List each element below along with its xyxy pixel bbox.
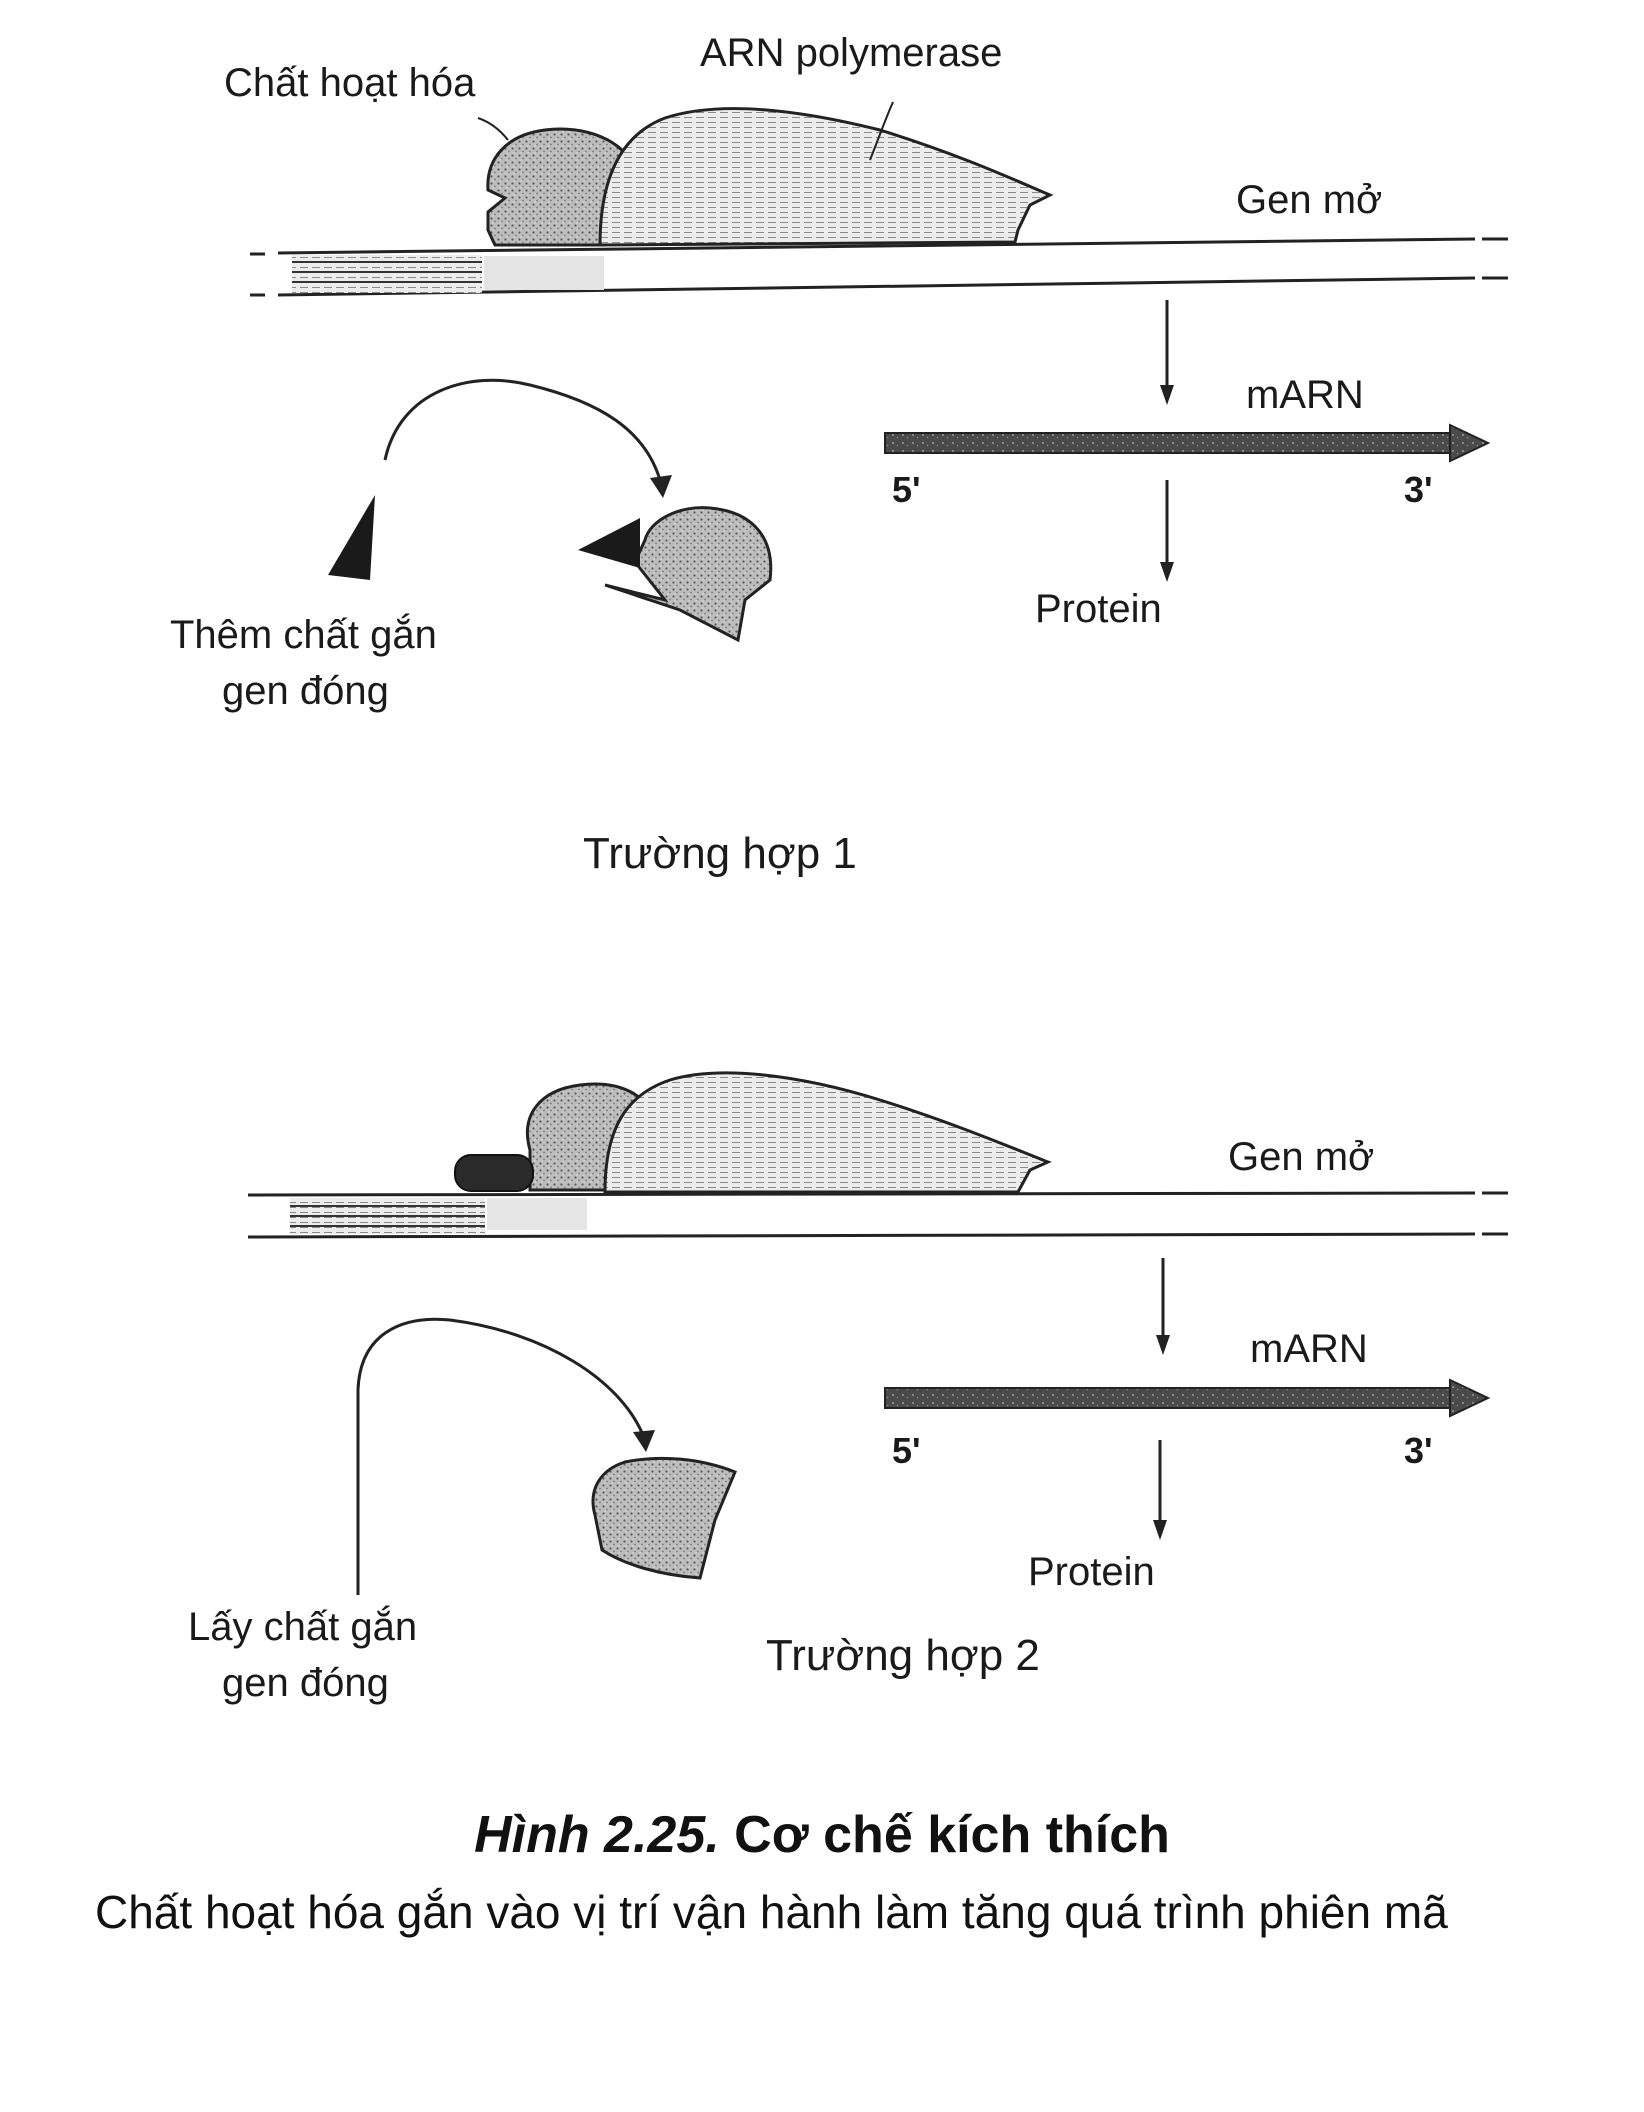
promoter-region <box>484 256 604 290</box>
case-label-1: Trường hợp 1 <box>583 829 857 878</box>
five-prime-label: 5' <box>892 1430 921 1471</box>
caption-subtitle: Chất hoạt hóa gắn vào vị trí vận hành là… <box>95 1886 1448 1938</box>
activator-pointer <box>477 117 509 141</box>
panel-2: Gen mở mARN 5' 3' Protein Lấy chất gắn g… <box>188 1071 1508 1705</box>
inducer-label-line2: gen đóng <box>222 669 389 713</box>
mrna-arrowhead <box>1449 423 1491 463</box>
three-prime-label: 3' <box>1404 1430 1433 1471</box>
protein-label: Protein <box>1028 1550 1155 1594</box>
protein-label: Protein <box>1035 587 1162 631</box>
panel-1: Chất hoạt hóa ARN polymerase Gen mở mARN… <box>170 31 1508 878</box>
arn-polymerase <box>603 1071 1052 1194</box>
polymerase-pointer <box>869 101 894 161</box>
open-gene-label: Gen mở <box>1236 178 1382 222</box>
released-activator <box>591 1456 737 1580</box>
removal-label-line1: Lấy chất gắn <box>188 1604 417 1649</box>
inducer-curved-arrow <box>383 378 662 481</box>
dna-strand-top <box>277 237 1476 255</box>
three-prime-label: 3' <box>1404 469 1433 510</box>
promoter-region <box>487 1198 587 1230</box>
removal-curved-arrow <box>356 1317 645 1595</box>
five-prime-label: 5' <box>892 469 921 510</box>
mrna-label: mARN <box>1250 1327 1368 1371</box>
operator-region <box>292 255 482 293</box>
arn-polymerase <box>598 107 1054 247</box>
dna-strand-top <box>247 1191 1476 1197</box>
caption-title: Hình 2.25. Cơ chế kích thích <box>474 1806 1170 1864</box>
released-activator <box>604 506 773 643</box>
bound-effector <box>454 1154 534 1192</box>
removal-label-line2: gen đóng <box>222 1661 389 1705</box>
inducer-label-line1: Thêm chất gắn <box>170 612 437 657</box>
dna-strand-bottom <box>247 1232 1476 1239</box>
inducer-triangle <box>328 495 375 580</box>
caption-number: Hình 2.25. <box>474 1806 720 1864</box>
mrna-strand <box>884 1387 1456 1409</box>
mrna-strand <box>884 432 1456 454</box>
activator-label: Chất hoạt hóa <box>224 61 476 105</box>
bound-inducer-triangle <box>578 518 640 568</box>
mrna-arrowhead <box>1449 1378 1491 1418</box>
polymerase-label: ARN polymerase <box>700 31 1002 75</box>
open-gene-label: Gen mở <box>1228 1135 1374 1179</box>
case-label-2: Trường hợp 2 <box>766 1631 1040 1680</box>
mrna-label: mARN <box>1246 373 1364 417</box>
figure-caption: Hình 2.25. Cơ chế kích thích Chất hoạt h… <box>95 1806 1448 1938</box>
caption-title-text: Cơ chế kích thích <box>734 1806 1170 1864</box>
